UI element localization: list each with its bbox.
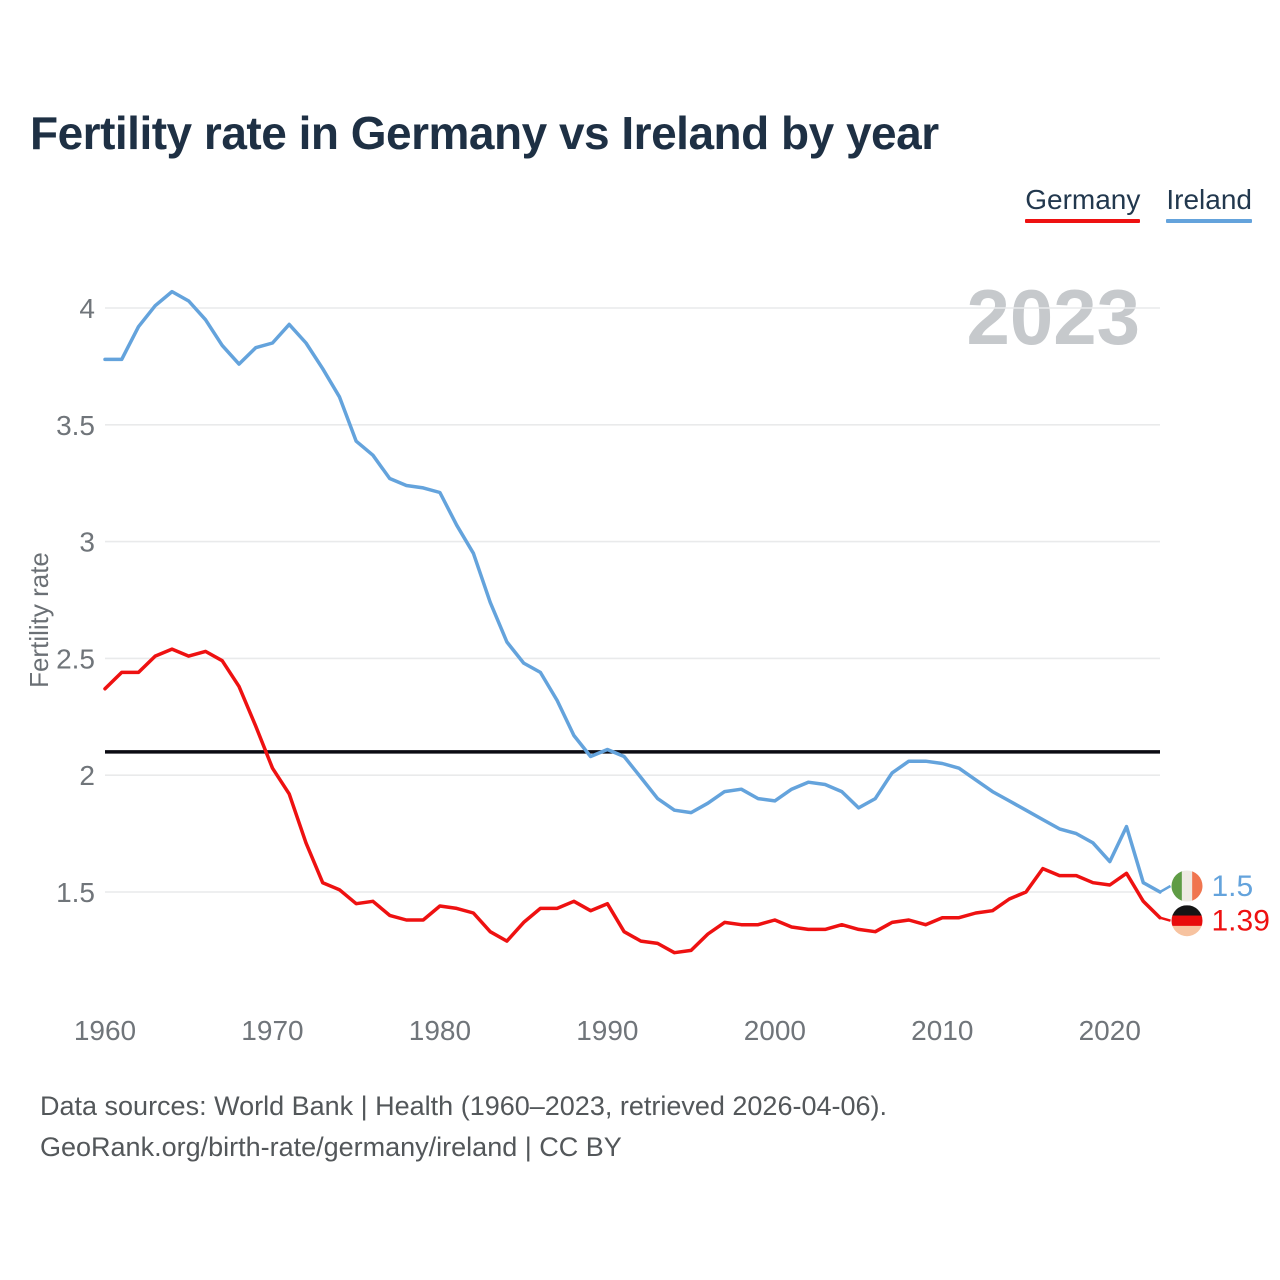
ireland-flag-icon [1171,870,1203,902]
series-line-germany [103,647,1162,955]
watermark-year: 2023 [966,273,1140,361]
y-tick-label: 2.5 [56,643,95,674]
x-tick-label: 2020 [1079,1015,1141,1046]
y-axis-label: Fertility rate [24,552,54,688]
x-tick-label: 2010 [911,1015,973,1046]
legend-label-germany: Germany [1025,184,1141,215]
y-tick-label: 4 [79,293,95,324]
end-value-label-ireland: 1.5 [1212,870,1254,903]
y-tick-label: 3.5 [56,410,95,441]
x-tick-label: 1970 [241,1015,303,1046]
end-connector-ireland [1159,884,1172,894]
attribution-text: GeoRank.org/birth-rate/germany/ireland |… [40,1132,622,1163]
legend-item-germany[interactable]: Germany [1025,184,1141,223]
x-tick-label: 1980 [409,1015,471,1046]
legend: Germany Ireland [1025,184,1252,223]
x-tick-label: 1960 [74,1015,136,1046]
x-tick-label: 1990 [576,1015,638,1046]
footer: Data sources: World Bank | Health (1960–… [40,1086,887,1168]
legend-swatch-germany [1025,219,1141,223]
legend-label-ireland: Ireland [1166,184,1252,215]
germany-flag-icon [1171,905,1203,937]
y-tick-label: 1.5 [56,877,95,908]
legend-swatch-ireland [1166,219,1252,223]
page-title: Fertility rate in Germany vs Ireland by … [30,107,939,159]
x-tick-label: 2000 [744,1015,806,1046]
y-tick-label: 3 [79,527,95,558]
end-connector-germany [1159,916,1171,922]
y-tick-label: 2 [79,760,95,791]
legend-item-ireland[interactable]: Ireland [1166,184,1252,223]
series-line-ireland [103,289,1162,894]
end-value-label-germany: 1.39 [1212,905,1270,938]
data-sources-text: Data sources: World Bank | Health (1960–… [40,1091,887,1121]
